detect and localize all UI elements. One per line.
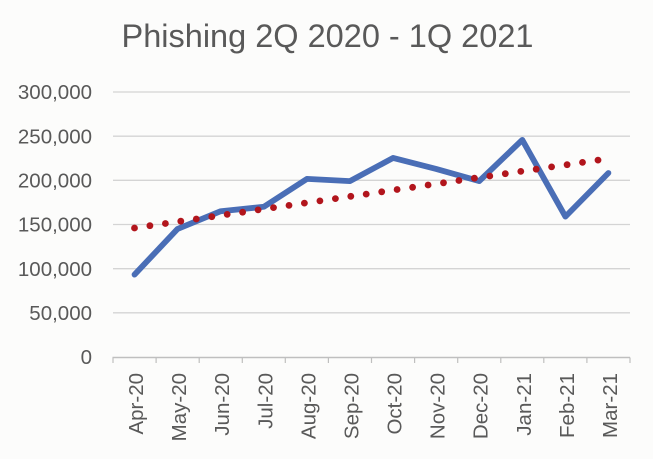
svg-text:Sep-20: Sep-20 — [341, 373, 364, 439]
svg-text:0: 0 — [81, 346, 92, 369]
svg-text:Apr-20: Apr-20 — [125, 373, 148, 435]
svg-text:Jul-20: Jul-20 — [254, 373, 277, 429]
svg-text:150,000: 150,000 — [18, 214, 92, 237]
svg-text:Phishing 2Q 2020 - 1Q 2021: Phishing 2Q 2020 - 1Q 2021 — [122, 18, 534, 54]
svg-text:Nov-20: Nov-20 — [427, 373, 450, 439]
svg-text:Jun-20: Jun-20 — [211, 373, 234, 436]
svg-text:Feb-21: Feb-21 — [556, 373, 579, 438]
svg-text:May-20: May-20 — [168, 373, 191, 441]
svg-text:300,000: 300,000 — [18, 81, 92, 104]
svg-text:Aug-20: Aug-20 — [297, 373, 320, 439]
svg-text:Mar-21: Mar-21 — [599, 373, 622, 438]
svg-text:Oct-20: Oct-20 — [384, 373, 407, 435]
svg-text:50,000: 50,000 — [29, 302, 92, 325]
svg-text:250,000: 250,000 — [18, 125, 92, 148]
svg-text:Jan-21: Jan-21 — [513, 373, 536, 436]
svg-text:Dec-20: Dec-20 — [470, 373, 493, 439]
svg-text:200,000: 200,000 — [18, 169, 92, 192]
svg-text:100,000: 100,000 — [18, 258, 92, 281]
